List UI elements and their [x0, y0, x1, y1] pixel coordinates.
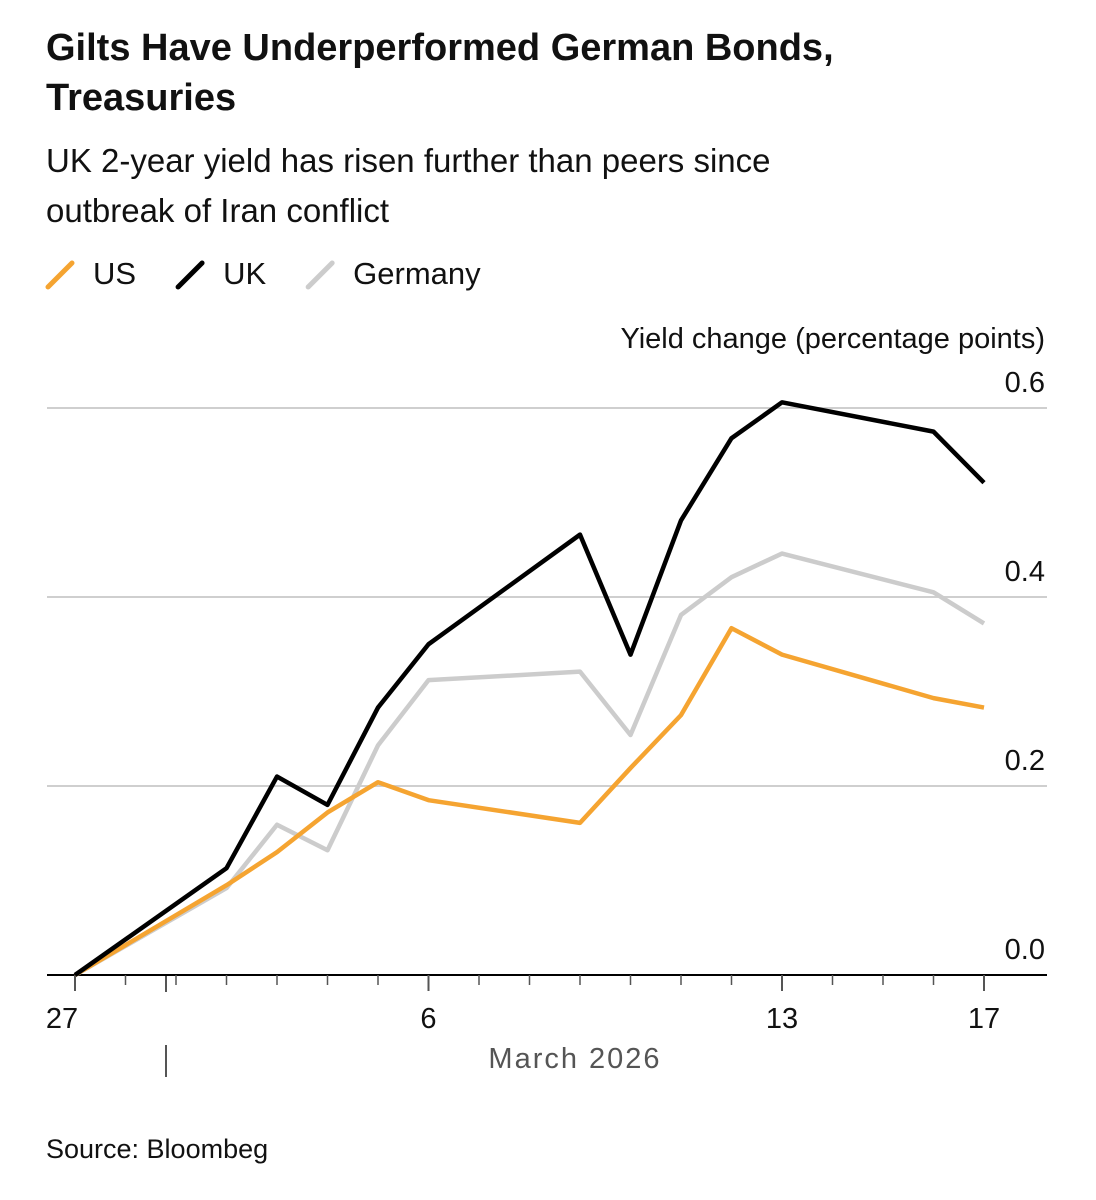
chart-title: Gilts Have Underperformed German Bonds, [46, 27, 834, 69]
x-axis-label: March 2026 [488, 1043, 661, 1075]
series-line [73, 400, 986, 977]
y-tick-label: 0.4 [1005, 556, 1045, 588]
legend-label: Germany [353, 256, 481, 291]
legend-swatch [45, 260, 75, 290]
x-tick-label: 17 [968, 1003, 1000, 1035]
chart-subtitle: UK 2-year yield has risen further than p… [46, 142, 771, 179]
y-axis-label: Yield change (percentage points) [620, 323, 1045, 355]
legend-swatch [305, 260, 335, 290]
series-line [73, 625, 985, 977]
legend-label: US [93, 256, 136, 291]
legend-swatch [175, 260, 205, 290]
x-tick-label: 6 [420, 1003, 436, 1035]
chart-title: Treasuries [46, 77, 236, 119]
x-tick-label: 13 [766, 1003, 798, 1035]
y-tick-label: 0.2 [1005, 745, 1045, 777]
y-tick-label: 0.0 [1005, 934, 1045, 966]
x-tick-label: 27 [46, 1003, 78, 1035]
chart-subtitle: outbreak of Iran conflict [46, 192, 389, 229]
legend-label: UK [223, 256, 266, 291]
series-line [73, 551, 986, 977]
source: Source: Bloombeg [46, 1134, 268, 1164]
y-tick-label: 0.6 [1005, 367, 1045, 399]
